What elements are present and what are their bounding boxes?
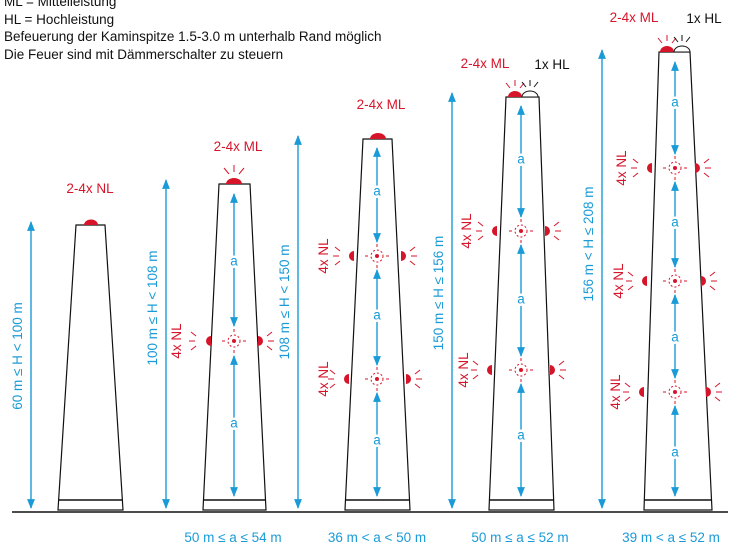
chimney-5-top-label: 2-4x ML [610,10,659,25]
chimney-4-top-hl-light [521,90,539,98]
chimney-2: 2-4x ML 100 m ≤ H < 108 m 4x NL a a 50 m… [145,139,282,545]
chimney-5-range-label: 39 m < a ≤ 52 m [622,530,720,545]
chimney-4-top-ml-light [508,91,522,97]
chimney-5-left-light-1 [647,163,652,173]
chimney-3-side-label-lower: 4x NL [316,361,331,397]
chimney-3-left-light-upper [349,251,354,261]
chimney-1-shaft [57,224,124,511]
legend-hl: HL = Hochleistung [4,11,115,27]
chimney-5-top-hl-light [673,45,691,53]
chimney-4-range-label: 50 m ≤ a ≤ 52 m [471,530,568,545]
chimney-5-right-light-2 [701,276,706,286]
chimney-5-spacing-label-1: a [671,95,679,110]
chimney-2-spacing-label-lower: a [230,416,238,431]
chimney-3-height-label: 108 m ≤ H < 150 m [277,244,292,359]
chimney-4-side-label-upper: 4x NL [459,213,474,249]
chimney-5-right-light-1 [695,163,700,173]
chimney-3-side-light-rays-lower [328,369,422,389]
chimney-4-left-light-upper [492,226,497,236]
chimney-3-top-label: 2-4x ML [357,97,406,112]
chimney-4-spacing-label-3: a [517,428,525,443]
chimney-4-right-light-lower [550,365,555,375]
chimney-4-hl-label: 1x HL [534,57,570,72]
chimney-2-top-label: 2-4x ML [214,139,263,154]
chimney-3-right-light-lower [406,374,411,384]
chimney-2-range-label: 50 m ≤ a ≤ 54 m [184,530,281,545]
chimney-4-side-light-rays-upper [476,221,561,241]
chimney-3-top-light [370,133,386,139]
chimney-5-hl-label: 1x HL [686,11,722,26]
chimney-3-inner-light-icon-lower [365,367,389,391]
chimney-5-side-light-rays-1 [631,158,711,178]
chimney-3-inner-light-icon-upper [365,244,389,268]
chimney-4-inner-light-icon-lower [509,358,533,382]
chimney-5-hl-rays [673,35,691,43]
chimney-4-inner-light-icon-upper [509,219,533,243]
chimney-2-spacing-label-upper: a [230,254,238,269]
chimney-5-top-light-rays [657,35,677,44]
chimney-3-right-light-upper [401,251,406,261]
legend-note-top-lighting: Befeuerung der Kaminspitze 1.5-3.0 m unt… [4,29,382,44]
chimney-5-side-label-1: 4x NL [614,150,629,186]
chimney-4-spacing-label-1: a [517,152,525,167]
chimney-4-spacing-label-2: a [517,292,525,307]
chimney-5-inner-light-icon-2 [663,269,687,293]
chimney-1-top-light [84,219,98,225]
chimney-5-top-ml-light [660,46,674,52]
chimney-2-side-label: 4x NL [169,323,184,359]
chimney-5-height-label: 156 m < H ≤ 208 m [581,186,596,301]
legend-ml: ML = Mittelleistung [4,0,117,9]
chimney-5-inner-light-icon-3 [663,380,687,404]
chimney-5-left-light-2 [642,276,647,286]
chimney-5-side-label-2: 4x NL [611,263,626,299]
chimney-3-side-label-upper: 4x NL [316,238,331,274]
chimney-1-top-label: 2-4x NL [66,181,114,196]
chimney-3-range-label: 36 m < a < 50 m [328,530,426,545]
chimney-1: 2-4x NL 60 m ≤ H < 100 m [10,181,124,511]
legend-note-twilight-switch: Die Feuer sind mit Dämmerschalter zu ste… [4,46,284,62]
chimney-5-right-light-3 [706,387,711,397]
chimney-2-inner-light-icon [222,329,246,353]
legend: ML = Mittelleistung HL = Hochleistung Be… [4,0,381,63]
chimney-2-top-light-rays [223,165,245,175]
chimney-5-side-label-3: 4x NL [608,374,623,410]
chimney-4-top-light-rays [505,80,525,89]
chimney-3-left-light-lower [344,374,349,384]
chimney-4: 2-4x ML 1x HL 150 m ≤ H ≤ 156 m 4x NL 4x… [431,56,570,545]
chimney-5-side-light-rays-3 [623,382,722,402]
chimney-3: 2-4x ML 108 m ≤ H < 150 m 4x NL 4x NL [277,97,426,545]
chimney-4-right-light-upper [545,226,550,236]
chimney-4-side-label-lower: 4x NL [456,352,471,388]
chimney-5-side-light-rays-2 [626,271,717,291]
chimney-4-side-light-rays-lower [471,360,566,380]
chimney-5: 2-4x ML 1x HL 156 m < H ≤ 208 m 4x NL 4x… [581,10,722,545]
chimney-5-inner-light-icon-1 [663,156,687,180]
chimney-4-left-light-lower [487,365,492,375]
chimney-3-spacing-label-2: a [373,308,381,323]
chimney-2-left-light [206,336,211,346]
chimney-3-spacing-label-3: a [373,433,381,448]
chimney-1-height-label: 60 m ≤ H < 100 m [10,302,25,410]
chimney-2-height-label: 100 m ≤ H < 108 m [145,250,160,365]
chimney-5-spacing-label-2: a [671,215,679,230]
chimney-4-top-label: 2-4x ML [461,56,510,71]
chimney-2-right-light [258,336,263,346]
chimney-3-spacing-label-1: a [373,184,381,199]
chimney-5-spacing-label-4: a [671,445,679,460]
chimney-4-hl-rays [521,80,539,88]
chimney-5-left-light-3 [639,387,644,397]
chimney-5-spacing-label-3: a [671,330,679,345]
chimney-3-side-light-rays-upper [333,246,417,266]
chimney-4-height-label: 150 m ≤ H ≤ 156 m [431,236,446,351]
chimney-2-side-light-rays [189,331,274,351]
chimney-2-top-light [226,178,242,184]
